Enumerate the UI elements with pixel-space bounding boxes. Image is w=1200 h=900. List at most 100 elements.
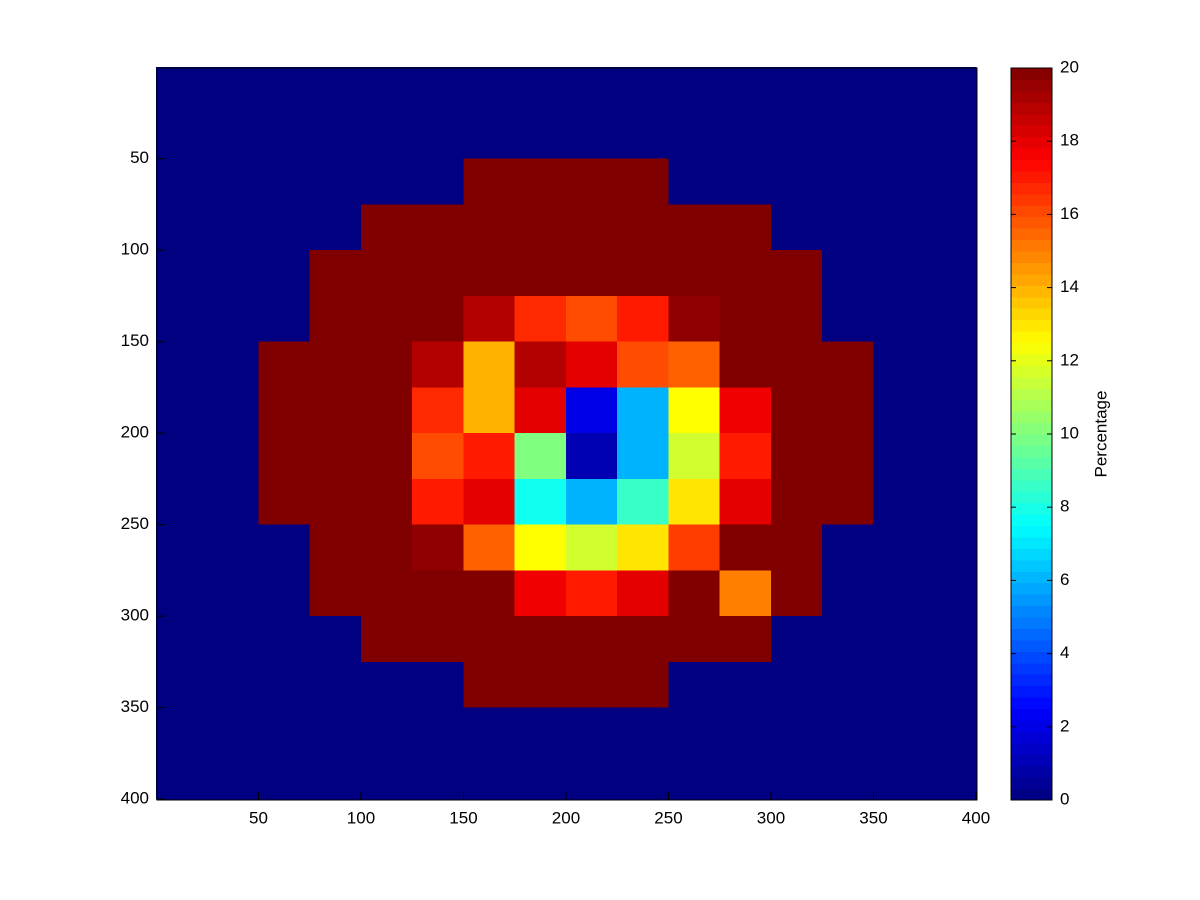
heat-cell [463,478,516,526]
heat-cell [617,753,669,800]
heat-cell [668,616,721,663]
heat-cell [822,616,874,663]
heat-cell [617,250,669,297]
heat-cell [873,295,926,343]
heat-cell [155,433,208,480]
heat-cell [207,250,259,297]
colorbar-step [1011,205,1052,218]
heat-cell [617,616,669,663]
colorbar-step [1011,514,1052,526]
colorbar-step [1011,353,1052,366]
heat-cell [873,433,926,480]
heat-cell [770,204,823,251]
colorbar-step [1011,125,1052,138]
heat-cell [155,616,208,663]
heat-cell [770,707,823,754]
heat-cell [668,433,721,480]
colorbar-label: Percentage [1091,391,1110,478]
colorbar-step [1011,251,1052,263]
heat-cell [719,433,772,480]
heat-cell [873,570,926,617]
heat-cell [770,295,823,343]
colorbar-step [1011,754,1052,767]
colorbar-step [1011,228,1052,241]
heat-cell [155,67,208,114]
heat-cell [822,707,874,754]
heat-cell [360,661,413,709]
heat-cell [463,158,516,205]
heat-cell [770,67,823,114]
colorbar-step [1011,548,1052,561]
heat-cell [360,616,413,663]
heat-cell [360,707,413,754]
heat-cell [258,707,311,754]
heat-cell [514,707,567,754]
heat-cell [617,204,669,251]
heat-cell [770,433,823,480]
y-tick-label: 100 [121,240,149,259]
heat-cell [309,67,362,114]
heat-cell [719,112,772,160]
heat-cell [412,341,464,388]
heat-cell [617,524,669,571]
y-tick-label: 200 [121,423,149,442]
heat-cell [617,295,669,343]
colorbar-step [1011,193,1052,206]
colorbar-step [1011,456,1052,469]
colorbar-step [1011,697,1052,709]
heat-cell [924,204,977,251]
colorbar-step [1011,719,1052,732]
heat-cell [412,524,464,571]
heat-cell [822,250,874,297]
heat-cell [719,158,772,205]
heat-cell [463,707,516,754]
colorbar-step [1011,651,1052,664]
heat-cell [565,341,618,388]
heat-cell [617,341,669,388]
heat-cell [412,204,464,251]
colorbar-step [1011,308,1052,321]
heat-cell [822,112,874,160]
heat-cell [258,67,311,114]
heat-cell [924,753,977,800]
heat-cell [360,524,413,571]
heat-cell [463,524,516,571]
heat-cell [309,753,362,800]
heat-cell [924,616,977,663]
heat-cell [514,478,567,526]
heat-cell [207,753,259,800]
heat-cell [360,204,413,251]
heat-cell [258,250,311,297]
heat-cell [565,616,618,663]
heat-cell [924,295,977,343]
heat-cell [565,661,618,709]
colorbar-tick-label: 4 [1060,643,1069,662]
y-tick-label: 50 [130,148,149,167]
colorbar-step [1011,170,1052,183]
heat-cell [360,341,413,388]
heat-cell [258,478,311,526]
colorbar-step [1011,777,1052,790]
heat-cell [207,707,259,754]
heat-cell [770,250,823,297]
heat-cell [258,387,311,434]
heat-cell [770,524,823,571]
heat-cell [924,158,977,205]
heat-cell [463,616,516,663]
heat-cell [822,753,874,800]
heat-cell [668,570,721,617]
colorbar-step [1011,639,1052,652]
colorbar-step [1011,273,1052,286]
heat-cell [155,341,208,388]
heat-cell [207,478,259,526]
colorbar-step [1011,674,1052,687]
colorbar-step [1011,422,1052,435]
heat-cell [207,524,259,571]
heat-cell [565,158,618,205]
heat-cell [822,524,874,571]
colorbar-tick-label: 2 [1060,716,1069,735]
heat-cell [514,250,567,297]
heat-cell [412,387,464,434]
heat-cell [155,753,208,800]
